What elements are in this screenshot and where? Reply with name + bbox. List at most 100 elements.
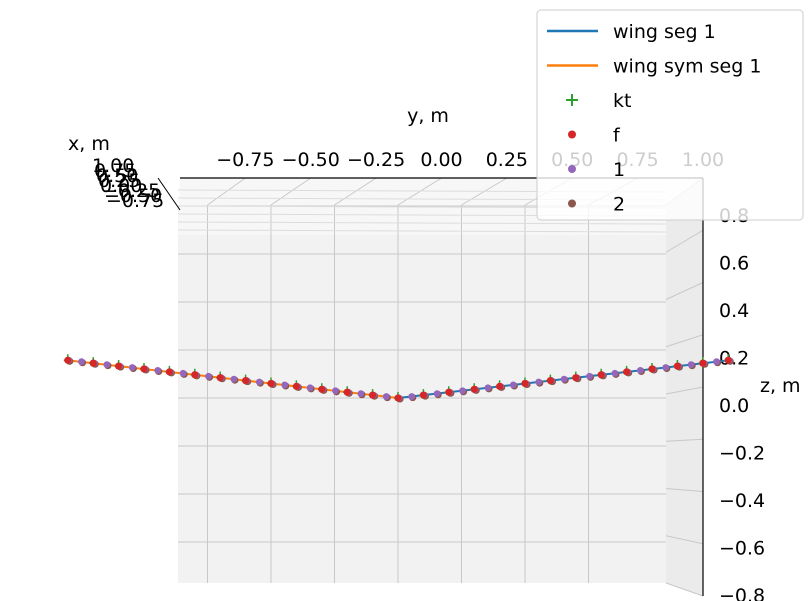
f-point xyxy=(216,374,224,382)
point-1 xyxy=(560,375,568,383)
point-1 xyxy=(662,364,670,371)
side-pane xyxy=(666,178,703,596)
f-point xyxy=(470,385,478,393)
f-point xyxy=(648,365,656,373)
f-point xyxy=(191,371,199,379)
z-tick-label: −0.8 xyxy=(719,585,765,601)
f-point xyxy=(699,359,707,367)
f-point xyxy=(521,379,529,388)
f-point xyxy=(165,368,173,376)
f-point xyxy=(242,376,250,385)
legend-label: wing seg 1 xyxy=(613,21,716,43)
point-1 xyxy=(255,378,263,386)
f-point xyxy=(597,371,605,379)
point-1 xyxy=(611,369,619,377)
y-tick-label: −0.50 xyxy=(282,149,340,171)
y-tick-label: 0.00 xyxy=(420,149,462,171)
legend-dot-swatch xyxy=(568,165,576,173)
top-gridline-0 xyxy=(207,177,246,206)
point-1 xyxy=(205,372,212,380)
side-gridline-4 xyxy=(665,386,704,395)
legend-dot-swatch xyxy=(568,130,576,139)
z-tick-label: 0.4 xyxy=(719,300,749,322)
legend-entry: 1 xyxy=(568,159,625,181)
point-1 xyxy=(586,372,593,380)
legend-entry: kt xyxy=(566,90,631,112)
x-gridline-4 xyxy=(177,221,667,225)
y-axis-label: y, m xyxy=(407,105,449,127)
point-1 xyxy=(154,367,162,374)
f-point xyxy=(496,382,504,390)
f-point xyxy=(115,362,123,370)
y-tick-label: −0.25 xyxy=(347,149,405,171)
side-gridline-0 xyxy=(665,582,704,597)
point-1 xyxy=(636,367,644,374)
point-1 xyxy=(713,358,720,366)
point-1 xyxy=(357,390,365,398)
f-point xyxy=(572,374,580,382)
z-tick-label: −0.2 xyxy=(719,443,765,465)
legend: wing seg 1 wing sym seg 1 kt f 1 2 xyxy=(536,9,804,221)
z-tick-label: −0.6 xyxy=(719,538,765,560)
x-tick-label: 0.00 xyxy=(100,175,142,197)
legend-dot-swatch xyxy=(568,199,576,208)
grid-lines xyxy=(177,177,704,597)
point-1 xyxy=(509,381,517,389)
legend-entry: f xyxy=(568,125,621,147)
legend-label: f xyxy=(613,125,621,147)
z-tick-label: −0.4 xyxy=(719,490,765,512)
point-1 xyxy=(230,375,238,383)
side-gridline-6 xyxy=(665,282,704,300)
z-axis-label: z, m xyxy=(760,375,801,397)
f-point xyxy=(318,385,326,393)
point-1 xyxy=(103,361,111,369)
legend-entry: 2 xyxy=(568,194,625,216)
side-gridline-7 xyxy=(665,229,704,253)
legend-label: 2 xyxy=(613,194,625,216)
f-point xyxy=(267,379,275,388)
z-tick-label: 0.0 xyxy=(719,395,749,417)
point-1 xyxy=(687,361,695,369)
top-gridline-3 xyxy=(397,177,442,206)
x-gridline-5 xyxy=(177,229,667,233)
x-axis-label: x, m xyxy=(68,133,110,155)
top-gridline-2 xyxy=(334,177,377,206)
point-1 xyxy=(332,387,339,395)
side-gridline-5 xyxy=(665,334,704,348)
x-tick-label: 0.25 xyxy=(98,170,140,192)
y-tick-label: −0.75 xyxy=(216,149,274,171)
legend-entry: wing sym seg 1 xyxy=(547,56,761,78)
x-tick-label: 0.50 xyxy=(96,165,138,187)
f-point xyxy=(140,365,148,373)
point-1 xyxy=(382,393,390,400)
f-point xyxy=(445,388,453,396)
x-tick-label: 0.75 xyxy=(94,160,136,182)
f-point xyxy=(343,388,351,396)
x-tick-label: −0.50 xyxy=(104,185,162,207)
legend-label: 1 xyxy=(613,159,625,181)
x-tick-label: −0.75 xyxy=(106,190,164,212)
point-1 xyxy=(78,358,85,366)
legend-entry: wing seg 1 xyxy=(547,21,716,43)
legend-box xyxy=(536,9,804,221)
point-1 xyxy=(535,378,543,386)
plot-data xyxy=(63,354,734,403)
y-tick-label: 0.25 xyxy=(486,149,528,171)
x-tick-label: −0.25 xyxy=(102,180,160,202)
top-gridline-1 xyxy=(270,177,312,206)
side-gridline-1 xyxy=(665,535,704,545)
point-1 xyxy=(179,369,187,377)
point-1 xyxy=(433,390,441,398)
legend-label: wing sym seg 1 xyxy=(613,56,761,78)
legend-label: kt xyxy=(613,90,631,112)
f-point xyxy=(89,359,97,367)
point-1 xyxy=(484,384,492,392)
point-1 xyxy=(281,381,289,389)
legend-plus-swatch xyxy=(566,94,578,106)
f-point xyxy=(724,356,732,364)
x-tick-label: 1.00 xyxy=(92,155,134,177)
f-point xyxy=(64,356,72,364)
point-1 xyxy=(128,364,136,371)
f-point xyxy=(546,376,555,385)
